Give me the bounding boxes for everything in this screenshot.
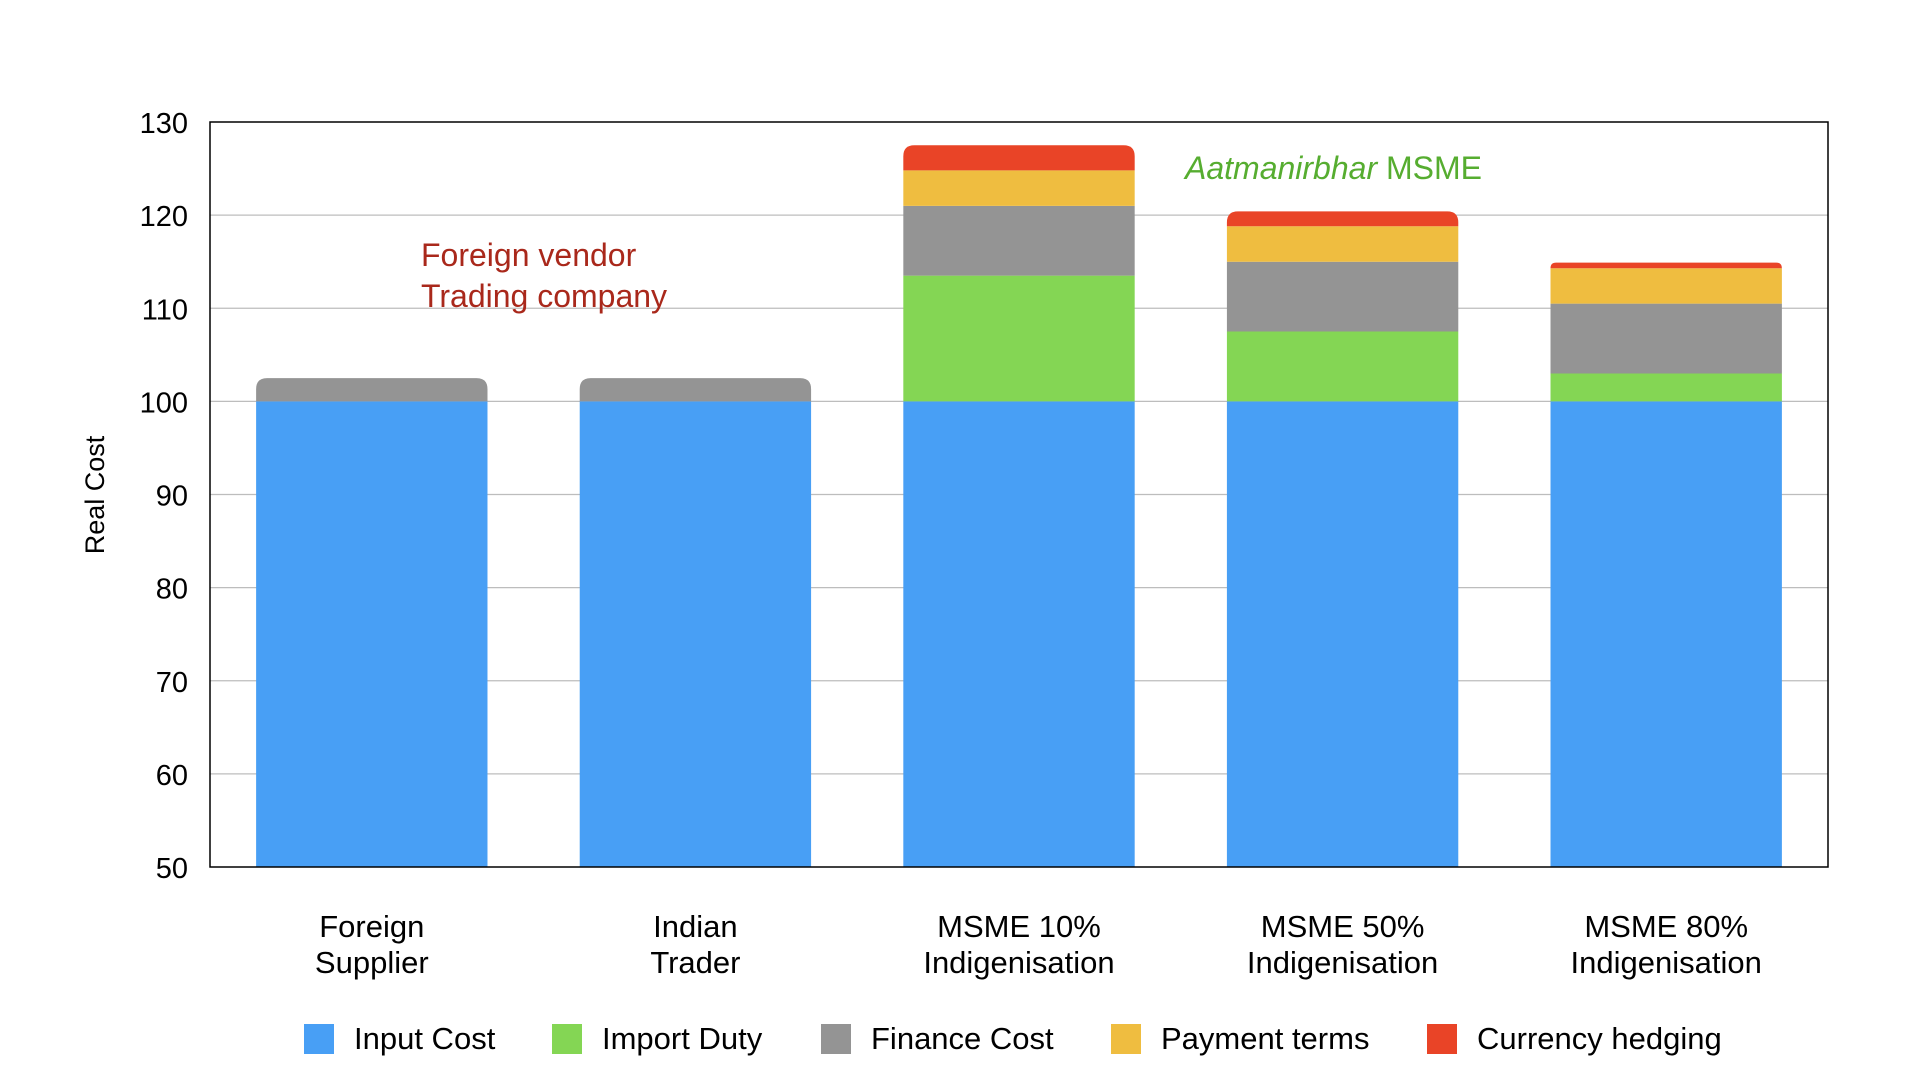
legend: Input Cost Import Duty Finance Cost Payment… xyxy=(304,1021,1722,1056)
x-tick-label: Foreign xyxy=(319,909,424,944)
bar-segment-import-duty xyxy=(1550,373,1782,402)
bar-segment-input-cost xyxy=(579,401,812,867)
legend-swatch xyxy=(552,1024,582,1054)
x-tick-label: MSME 50% xyxy=(1261,909,1425,944)
y-tick-labels: 50 60 70 80 90 100 110 120 130 xyxy=(140,108,188,885)
bar-segment-import-duty xyxy=(903,275,1135,402)
annotation-msme-rest: MSME xyxy=(1377,150,1482,186)
bar-segment-payment-terms xyxy=(903,170,1135,206)
annotation-foreign-line1: Foreign vendor xyxy=(421,237,637,273)
x-tick-label: Trader xyxy=(650,945,740,980)
bar-segment-input-cost xyxy=(1226,401,1459,867)
x-tick-label: Indigenisation xyxy=(1571,945,1762,980)
legend-item: Currency hedging xyxy=(1427,1021,1722,1056)
plot-frame xyxy=(209,121,1829,868)
bar-segment-payment-terms xyxy=(1226,226,1459,262)
legend-label: Currency hedging xyxy=(1477,1021,1722,1056)
y-tick-label: 100 xyxy=(140,387,188,419)
y-tick-label: 70 xyxy=(156,667,188,699)
legend-swatch xyxy=(1111,1024,1141,1054)
annotation-foreign-line2: Trading company xyxy=(421,278,667,314)
bar-segment-import-duty xyxy=(1226,331,1459,402)
y-tick-label: 60 xyxy=(156,760,188,792)
bar-segment-input-cost xyxy=(903,401,1135,867)
y-tick-label: 90 xyxy=(156,481,188,513)
bars xyxy=(256,145,1782,867)
bar-segment-finance-cost xyxy=(1226,261,1459,332)
y-tick-label: 120 xyxy=(140,201,188,233)
x-tick-label: Indigenisation xyxy=(923,945,1114,980)
y-tick-label: 50 xyxy=(156,853,188,885)
bar-segment-finance-cost xyxy=(903,205,1135,276)
y-tick-label: 80 xyxy=(156,574,188,606)
bar-segment-currency-hedging xyxy=(1226,211,1459,227)
legend-label: Payment terms xyxy=(1161,1021,1369,1056)
legend-item: Payment terms xyxy=(1111,1021,1369,1056)
x-tick-label: MSME 10% xyxy=(937,909,1101,944)
bar-segment-finance-cost xyxy=(579,378,812,402)
bar-segment-input-cost xyxy=(256,401,488,867)
annotation-msme: Aatmanirbhar MSME xyxy=(1183,150,1482,186)
legend-item: Input Cost xyxy=(304,1021,496,1056)
bar-segment-payment-terms xyxy=(1550,268,1782,304)
y-axis-label: Real Cost xyxy=(80,435,110,554)
legend-label: Input Cost xyxy=(354,1021,496,1056)
bar-segment-currency-hedging xyxy=(1550,262,1782,269)
legend-item: Import Duty xyxy=(552,1021,763,1056)
x-tick-label: Indigenisation xyxy=(1247,945,1438,980)
x-tick-label: Supplier xyxy=(315,945,429,980)
legend-swatch xyxy=(304,1024,334,1054)
bar-segment-currency-hedging xyxy=(903,145,1135,171)
legend-label: Finance Cost xyxy=(871,1021,1054,1056)
y-tick-label: 110 xyxy=(142,294,188,326)
legend-label: Import Duty xyxy=(602,1021,763,1056)
y-tick-label: 130 xyxy=(140,108,188,140)
legend-swatch xyxy=(821,1024,851,1054)
legend-swatch xyxy=(1427,1024,1457,1054)
annotation-msme-italic: Aatmanirbhar xyxy=(1183,150,1378,186)
bar-segment-input-cost xyxy=(1550,401,1782,867)
bar-segment-finance-cost xyxy=(256,378,488,402)
x-tick-label: MSME 80% xyxy=(1584,909,1748,944)
x-tick-label: Indian xyxy=(653,909,737,944)
legend-item: Finance Cost xyxy=(821,1021,1054,1056)
bar-segment-finance-cost xyxy=(1550,303,1782,374)
